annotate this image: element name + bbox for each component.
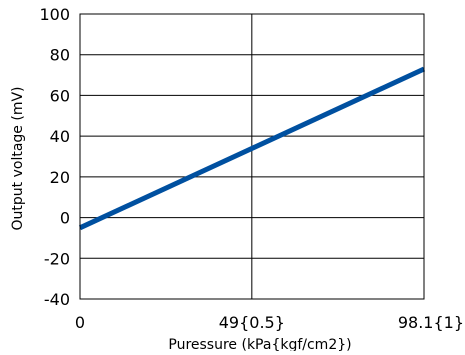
y-tick-label: -20: [44, 249, 70, 268]
grid: [80, 14, 424, 299]
y-axis-ticks: -40 -20 0 20 40 60 80 100: [39, 5, 70, 309]
y-tick-label: 0: [60, 209, 70, 228]
y-tick-label: 100: [39, 5, 70, 24]
x-tick-label: 49{0.5}: [219, 313, 285, 332]
x-axis-label: Puressure (kPa{kgf/cm2}): [168, 337, 351, 351]
y-tick-label: 60: [50, 86, 70, 105]
y-tick-label: 40: [50, 127, 70, 146]
x-tick-label: 0: [75, 313, 85, 332]
x-axis-ticks: 0 49{0.5} 98.1{1}: [75, 313, 464, 332]
y-tick-label: -40: [44, 290, 70, 309]
plot-frame: [79, 13, 425, 300]
y-axis-label: Output voltage (mV): [10, 87, 26, 231]
series-line: [78, 66, 426, 231]
series-layer: [78, 66, 426, 231]
y-tick-label: 80: [50, 46, 70, 65]
x-tick-label: 98.1{1}: [398, 313, 464, 332]
y-tick-label: 20: [50, 168, 70, 187]
